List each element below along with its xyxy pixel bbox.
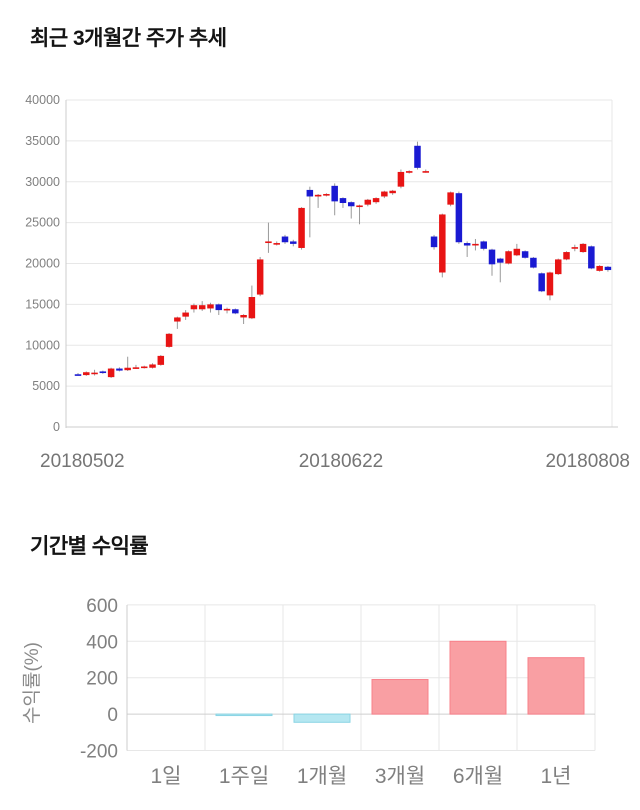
candle-down — [116, 368, 123, 371]
candle-down — [604, 266, 612, 271]
bar-positive — [527, 657, 585, 715]
candle-up — [240, 315, 247, 318]
candle-up — [174, 317, 181, 322]
candle-down — [521, 251, 529, 258]
candle-up — [248, 297, 256, 319]
candle-up — [323, 194, 330, 196]
returns-bar-chart: 600 400 200 0 -200 수익률(%) 1일 1주일 1개월 3개월 6개월 1년 — [21, 596, 596, 788]
y-tick-label: 15000 — [25, 297, 60, 311]
candle-up — [364, 199, 372, 205]
candle-up — [165, 333, 173, 347]
y-tick-label: 200 — [86, 669, 118, 690]
candle-up — [91, 372, 98, 375]
x-tick-label: 6개월 — [453, 765, 503, 788]
candle-down — [588, 246, 595, 269]
candle-down — [463, 243, 471, 246]
returns-chart-title: 기간별 수익률 — [30, 535, 149, 558]
y-tick-label: 35000 — [25, 134, 60, 148]
y-tick-label: 20000 — [25, 257, 60, 271]
candle-up — [190, 305, 198, 310]
candle-up — [273, 243, 280, 245]
candle-down — [232, 309, 239, 314]
bar-positive — [449, 640, 507, 715]
y-tick-label: 30000 — [25, 175, 60, 189]
candle-up — [439, 214, 446, 273]
candle-up — [372, 198, 380, 203]
candle-up — [83, 372, 90, 376]
candle-up — [405, 171, 413, 173]
candle-up — [223, 308, 231, 311]
candle-down — [74, 374, 82, 376]
y-tick-label: -200 — [80, 742, 118, 763]
candle-up — [447, 192, 454, 205]
candle-down — [290, 241, 297, 244]
candle-up — [513, 248, 521, 256]
candle-up — [140, 366, 148, 369]
candle-down — [99, 371, 107, 374]
candle-down — [480, 241, 487, 249]
candle-up — [124, 367, 131, 371]
candle-up — [472, 243, 479, 246]
x-tick-label: 1주일 — [219, 765, 269, 788]
candle-up — [571, 247, 579, 249]
candle-down — [347, 202, 355, 207]
x-tick-label: 1개월 — [297, 765, 347, 788]
candlestick-chart: 0 5000 10000 15000 20000 25000 30000 35000 40000… — [25, 93, 630, 472]
candle-up — [198, 305, 206, 310]
x-tick-label: 1년 — [541, 765, 572, 788]
candle-up — [563, 252, 570, 260]
bar-positive — [371, 679, 429, 715]
candle-up — [505, 251, 512, 264]
candle-down — [455, 193, 463, 243]
bar-negative — [215, 713, 273, 717]
candle-up — [107, 368, 115, 378]
candle-up — [381, 191, 388, 197]
candle-up — [389, 190, 396, 194]
candle-up — [356, 205, 363, 208]
candle-down — [530, 257, 537, 268]
candle-up — [314, 194, 322, 197]
candle-up — [182, 312, 189, 317]
candle-up — [596, 265, 603, 271]
candle-down — [306, 189, 314, 197]
candle-down — [331, 185, 338, 202]
x-tick-label: 3개월 — [375, 765, 425, 788]
candle-up — [132, 367, 140, 369]
y-tick-label: 0 — [107, 705, 118, 726]
candle-up — [207, 304, 214, 309]
y-tick-label: 5000 — [32, 379, 60, 393]
candle-up — [149, 364, 156, 368]
y-tick-label: 600 — [86, 596, 118, 617]
candle-down — [488, 249, 496, 265]
bar-negative — [293, 713, 351, 723]
candle-down — [339, 198, 347, 204]
candle-down — [215, 304, 223, 311]
price-chart-title: 최근 3개월간 주가 추세 — [30, 27, 227, 50]
candle-up — [256, 259, 264, 295]
x-tick-label: 20180502 — [40, 451, 125, 472]
candle-up — [397, 171, 405, 187]
y-axis-title: 수익률(%) — [21, 642, 43, 724]
candle-down — [538, 273, 545, 292]
candle-up — [422, 171, 430, 173]
y-tick-label: 0 — [53, 420, 60, 434]
candle-up — [546, 272, 554, 296]
y-tick-label: 40000 — [25, 93, 60, 107]
y-tick-label: 10000 — [25, 338, 60, 352]
x-tick-label: 20180808 — [545, 451, 630, 472]
candle-up — [554, 259, 562, 275]
y-tick-label: 25000 — [25, 216, 60, 230]
candle-down — [281, 236, 289, 243]
x-tick-label: 1일 — [151, 765, 182, 788]
candle-down — [414, 145, 421, 168]
candle-down — [497, 258, 504, 263]
candle-up — [157, 355, 165, 365]
y-tick-label: 400 — [86, 632, 118, 653]
candle-up — [579, 243, 587, 253]
candle-up — [265, 241, 272, 244]
candle-up — [298, 207, 305, 248]
candle-down — [430, 236, 438, 248]
x-tick-label: 20180622 — [299, 451, 384, 472]
